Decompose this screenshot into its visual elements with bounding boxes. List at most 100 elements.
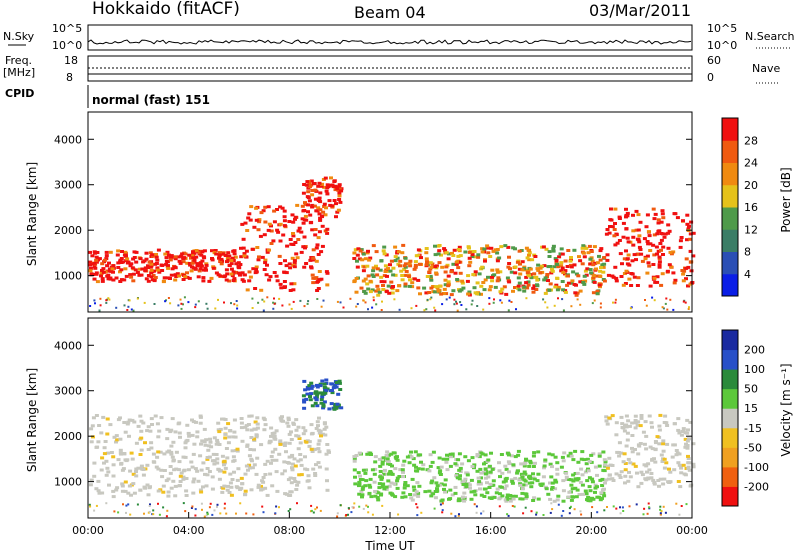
heatmap-cell	[627, 277, 632, 281]
heatmap-cell	[159, 263, 164, 267]
heatmap-cell	[659, 220, 664, 224]
heatmap-cell	[520, 268, 525, 272]
nave-tick-top: 60	[707, 54, 721, 67]
heatmap-cell	[576, 460, 581, 464]
heatmap-cell	[638, 248, 643, 251]
heatmap-cell	[681, 279, 686, 283]
heatmap-cell	[584, 462, 589, 466]
heatmap-cell	[120, 250, 124, 253]
heatmap-cell	[201, 461, 206, 465]
heatmap-cell	[107, 483, 111, 487]
heatmap-cell	[335, 187, 340, 191]
heatmap-cell	[287, 510, 290, 512]
heatmap-cell	[395, 486, 400, 490]
heatmap-cell	[630, 421, 635, 425]
heatmap-cell	[634, 228, 639, 232]
heatmap-cell	[302, 235, 307, 239]
heatmap-cell	[311, 281, 316, 285]
heatmap-cell	[191, 505, 194, 508]
heatmap-cell	[306, 387, 311, 391]
heatmap-cell	[362, 265, 367, 269]
heatmap-cell	[519, 472, 524, 476]
heatmap-cell	[502, 285, 507, 289]
heatmap-cell	[206, 513, 209, 516]
heatmap-cell	[223, 466, 228, 470]
heatmap-cell	[520, 491, 525, 495]
heatmap-cell	[208, 437, 212, 441]
heatmap-cell	[283, 259, 287, 263]
heatmap-cell	[306, 203, 310, 207]
heatmap-cell	[646, 462, 651, 466]
heatmap-cell	[461, 483, 466, 486]
heatmap-cell	[365, 264, 370, 268]
heatmap-cell	[442, 287, 447, 291]
heatmap-cell	[290, 468, 295, 472]
heatmap-cell	[678, 239, 683, 243]
heatmap-cell	[111, 463, 116, 467]
heatmap-cell	[428, 261, 433, 265]
heatmap-cell	[300, 204, 305, 208]
heatmap-cell	[542, 466, 546, 470]
heatmap-cell	[448, 455, 453, 459]
heatmap-cell	[122, 503, 124, 506]
heatmap-cell	[321, 210, 326, 214]
heatmap-cell	[223, 426, 228, 430]
heatmap-cell	[235, 478, 240, 482]
heatmap-cell	[382, 280, 387, 284]
heatmap-cell	[240, 278, 245, 282]
heatmap-cell	[94, 414, 99, 417]
heatmap-cell	[470, 303, 473, 306]
heatmap-cell	[562, 510, 565, 512]
heatmap-cell	[681, 219, 685, 223]
heatmap-cell	[490, 268, 495, 272]
heatmap-cell	[518, 483, 523, 487]
heatmap-cell	[328, 203, 333, 207]
heatmap-cell	[314, 508, 317, 511]
heatmap-cell	[598, 285, 602, 289]
heatmap-cell	[657, 255, 662, 259]
heatmap-cell	[352, 251, 357, 255]
heatmap-cell	[582, 458, 587, 462]
heatmap-cell	[561, 271, 566, 275]
heatmap-cell	[599, 247, 604, 251]
heatmap-cell	[437, 483, 442, 487]
heatmap-cell	[184, 510, 187, 513]
heatmap-cell	[424, 247, 429, 250]
heatmap-cell	[225, 272, 230, 276]
colorbar-segment	[722, 427, 738, 448]
heatmap-cell	[92, 261, 97, 265]
heatmap-cell	[334, 385, 339, 389]
heatmap-cell	[143, 512, 145, 515]
heatmap-cell	[316, 298, 319, 300]
heatmap-cell	[309, 179, 314, 183]
heatmap-cell	[379, 477, 384, 481]
heatmap-cell	[347, 507, 350, 510]
heatmap-cell	[600, 263, 605, 267]
heatmap-cell	[295, 203, 300, 207]
heatmap-cell	[604, 478, 609, 482]
heatmap-cell	[317, 270, 322, 273]
heatmap-cell	[259, 211, 264, 215]
heatmap-cell	[504, 476, 509, 480]
heatmap-cell	[674, 453, 679, 457]
heatmap-cell	[463, 496, 467, 500]
heatmap-cell	[676, 428, 681, 432]
heatmap-cell	[317, 230, 322, 234]
heatmap-cell	[310, 404, 315, 408]
heatmap-cell	[93, 299, 96, 302]
heatmap-cell	[166, 494, 171, 498]
heatmap-cell	[231, 249, 236, 253]
heatmap-cell	[614, 276, 619, 280]
heatmap-cell	[360, 258, 365, 262]
heatmap-cell	[97, 424, 102, 427]
heatmap-cell	[687, 468, 692, 472]
heatmap-cell	[195, 430, 200, 434]
heatmap-cell	[373, 494, 378, 498]
heatmap-cell	[282, 280, 287, 283]
colorbar-segment	[722, 184, 738, 208]
heatmap-cell	[505, 276, 510, 280]
heatmap-cell	[94, 271, 99, 275]
x-tick-label: 16:00	[475, 524, 507, 537]
heatmap-cell	[588, 262, 593, 266]
heatmap-cell	[288, 238, 293, 241]
